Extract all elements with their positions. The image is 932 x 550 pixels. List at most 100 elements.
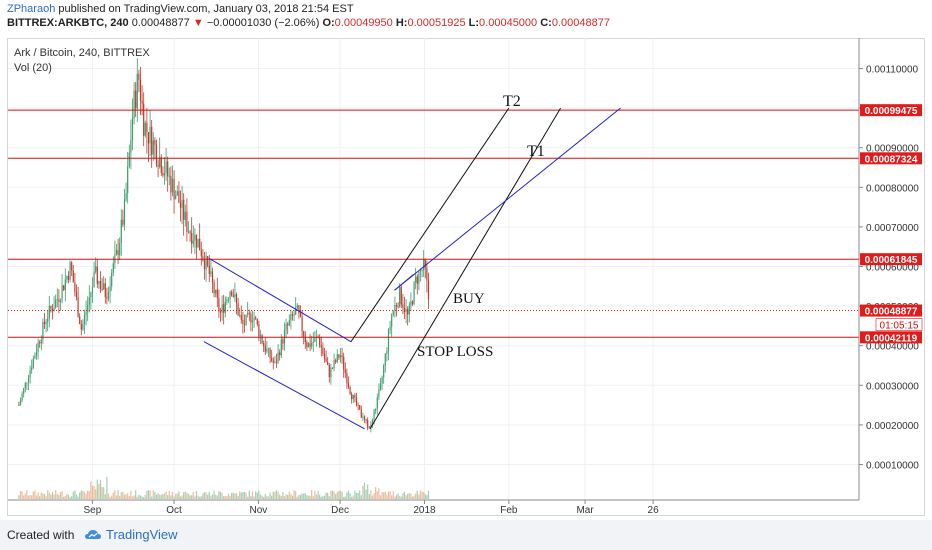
volume-bar [232,492,234,499]
candle-body [51,308,54,312]
volume-bar [336,491,338,499]
candle-body [61,285,63,301]
volume-bar [216,495,218,499]
candle-body [74,282,76,293]
candle-body [235,294,238,304]
volume-bar [56,493,58,499]
candle-body [415,276,417,283]
candle-body [91,286,94,293]
volume-bar [58,495,60,499]
volume-bar [338,490,340,499]
volume-bar [296,496,298,499]
volume-bar [360,495,362,499]
candle-body [199,238,201,251]
candle-body [112,263,114,273]
volume-bar [405,495,407,499]
candle-body [47,318,49,322]
volume-bar [402,493,404,499]
candle-body [120,219,122,244]
chart-frame[interactable] [7,38,925,516]
candle-body [66,276,68,280]
volume-bar [85,494,87,499]
volume-bar [139,495,142,499]
volume-bar [165,491,167,499]
volume-bar [66,493,68,499]
volume-bar [344,496,346,499]
volume-bar [146,490,148,499]
candle-body [106,297,108,299]
rising-channel-lower [369,107,561,430]
volume-bar [183,492,185,499]
price-level-tag-label: 0.00087324 [865,154,918,165]
candle-body [312,341,314,343]
x-tick-label: 26 [648,505,660,516]
candle-body [339,355,342,358]
volume-bar [242,491,244,499]
last-price-tag [860,304,922,317]
candle-body [155,144,158,165]
volume-bar [147,490,150,499]
volume-bar [45,496,47,499]
last-price-tag-label: 0.00048877 [865,307,918,318]
candle-body [287,324,289,326]
candle-body [269,348,271,358]
volume-bar [263,496,265,499]
candle-body [362,416,364,418]
countdown-label: 01:05:15 [880,321,919,332]
candle-body [343,356,345,370]
candle-body [413,282,415,304]
tradingview-brand[interactable]: TradingView [84,527,178,542]
candle-body [327,361,329,365]
candle-body [184,211,186,220]
candles [18,58,430,433]
volume-bar [317,490,319,499]
volume-bar [379,495,382,499]
candle-body [237,303,239,316]
volume-bar [399,495,401,499]
candle-body [403,307,406,313]
volume-bar [323,495,326,499]
volume-bar [27,495,30,499]
tradingview-cloud-icon [85,529,101,539]
candle-body [45,321,47,325]
candle-body [360,409,362,418]
header-top: ZPharaoh published on TradingView.com, J… [7,3,354,15]
candle-body [98,281,100,284]
author-link[interactable]: ZPharaoh [7,3,56,15]
candle-body [386,350,388,354]
candle-body [258,324,260,337]
y-tick-label: 0.00010000 [866,461,919,472]
volume-bar [31,495,33,499]
candle-body [131,118,134,140]
volume-bar [239,491,241,499]
volume-bar [50,494,52,499]
candle-body [144,122,146,136]
candle-body [87,304,89,312]
tradingview-brand-label: TradingView [106,527,178,542]
candle-body [127,166,129,194]
volume-bar [387,491,390,499]
volume-bar [144,494,146,499]
volume-bar [187,493,190,499]
candle-body [352,395,354,400]
candle-body [43,321,46,325]
volume-bar [258,490,260,499]
candle-body [211,271,214,283]
volume-bar [427,490,430,499]
candle-body [427,280,430,300]
candle-body [56,299,58,300]
volume-bar [389,491,391,499]
annotation-t1: T1 [527,143,545,160]
volume-bar [288,491,290,499]
volume-bar [218,491,220,499]
volume-bar [29,495,31,499]
volume-bar [51,491,54,499]
volume-bar [368,493,370,499]
candle-body [371,419,374,425]
volume-bar [210,495,212,499]
x-tick-label: 2018 [413,505,436,516]
candle-body [24,382,26,389]
volume-bar [362,485,364,499]
volume-bar [411,496,414,499]
